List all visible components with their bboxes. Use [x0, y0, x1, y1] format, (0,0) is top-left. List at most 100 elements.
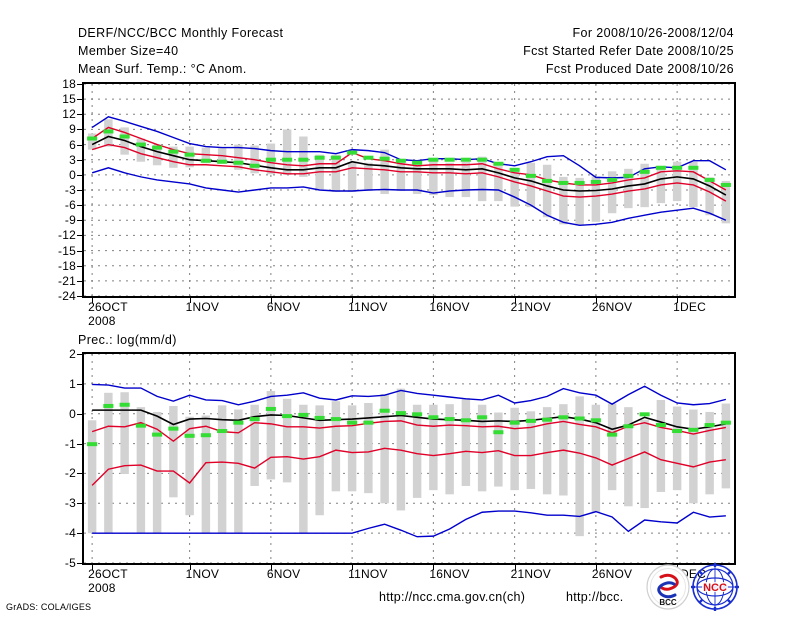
y-axis-tick-label: 6: [69, 137, 76, 152]
plot-area: [82, 352, 736, 565]
x-axis-tick-label: 26OCT: [88, 300, 128, 314]
plot-area: [82, 82, 736, 298]
x-axis-year-label: 2008: [88, 314, 116, 328]
y-axis-tick: [77, 220, 82, 222]
y-axis-tick-label: 15: [62, 92, 76, 107]
y-axis-tick-label: -15: [58, 243, 76, 258]
x-axis-tick: [352, 298, 354, 303]
x-axis-tick-label: 16NOV: [429, 300, 470, 314]
bcc-logo: BCC: [645, 564, 691, 610]
series-upper-percentile: [92, 383, 727, 406]
y-axis-tick: [77, 443, 82, 445]
y-axis-tick-label: -5: [64, 556, 76, 570]
y-axis-tick: [77, 383, 82, 385]
gridlines: [84, 354, 734, 563]
x-axis-tick-label: 26OCT: [88, 567, 128, 581]
series-ensemble-mean: [92, 409, 727, 431]
y-axis-tick: [77, 144, 82, 146]
y-axis-tick: [77, 114, 82, 116]
chart-title: Prec.: log(mm/d): [78, 333, 177, 347]
y-axis-tick: [77, 250, 82, 252]
y-axis-tick: [77, 533, 82, 535]
y-axis-tick: [77, 190, 82, 191]
bcc-logo-label: BCC: [659, 598, 677, 607]
y-axis-tick-label: 3: [69, 152, 76, 167]
x-axis-tick-label: 11NOV: [348, 300, 388, 314]
x-axis-tick-label: 6NOV: [266, 300, 301, 314]
grads-credit: GrADS: COLA/IGES: [6, 602, 92, 612]
y-axis-tick-label: -9: [64, 213, 76, 228]
plot-canvas: [84, 354, 734, 563]
x-axis-tick: [595, 298, 597, 303]
x-axis-tick: [352, 565, 354, 570]
y-axis-tick-label: -21: [58, 273, 76, 288]
x-axis-tick: [595, 565, 597, 570]
y-axis-tick-label: -18: [58, 258, 76, 273]
y-axis-tick: [77, 205, 82, 207]
bcc-url[interactable]: http://bcc.: [566, 590, 624, 604]
x-axis-tick: [270, 298, 272, 303]
header-refer-date: Fcst Started Refer Date 2008/10/25: [523, 44, 734, 58]
plot-canvas: [84, 84, 734, 296]
x-axis-tick-label: 1NOV: [185, 567, 220, 581]
y-axis-tick: [77, 84, 82, 85]
header-produced-date: Fcst Produced Date 2008/10/26: [545, 62, 734, 76]
header-member-size: Member Size=40: [78, 44, 179, 58]
y-axis-tick: [77, 354, 82, 355]
y-axis-tick-label: 18: [62, 77, 76, 91]
y-axis-tick: [77, 473, 82, 475]
series-upper-quartile: [91, 420, 727, 443]
y-axis-tick: [77, 503, 82, 505]
y-axis-tick-label: 1: [69, 376, 76, 391]
series-lower-quartile: [91, 143, 727, 202]
x-axis-year-label: 2008: [88, 581, 116, 595]
ncc-logo-label: NCC: [703, 582, 727, 594]
ncc-logo: NCC: [690, 562, 740, 612]
header-variable-label: Mean Surf. Temp.: °C Anom.: [78, 62, 247, 76]
x-axis-tick-label: 21NOV: [510, 567, 551, 581]
range-bars: [87, 388, 731, 537]
x-axis-tick-label: 26NOV: [591, 567, 633, 581]
y-axis-tick: [77, 99, 82, 101]
x-axis-tick: [92, 298, 94, 303]
y-axis-tick: [77, 413, 82, 415]
y-axis-tick: [77, 265, 82, 267]
y-axis-tick: [77, 159, 82, 161]
x-axis-tick-label: 1DEC: [673, 300, 706, 314]
y-axis-tick-label: 12: [62, 107, 76, 122]
x-axis-tick: [433, 565, 435, 570]
y-axis-tick: [77, 280, 82, 282]
x-axis-tick: [189, 298, 191, 303]
x-axis-tick-label: 26NOV: [591, 300, 633, 314]
y-axis-tick-label: -1: [64, 436, 76, 451]
header-forecast-range: For 2008/10/26-2008/12/04: [572, 26, 734, 40]
x-axis-tick: [677, 298, 679, 303]
y-axis-tick-label: -12: [58, 228, 76, 243]
series-upper-percentile: [91, 116, 727, 179]
header-title-line1: DERF/NCC/BCC Monthly Forecast: [78, 26, 284, 40]
x-axis-tick: [189, 565, 191, 570]
x-axis-tick-label: 21NOV: [510, 300, 551, 314]
y-axis-tick-label: 0: [69, 406, 76, 421]
y-axis-tick-label: 9: [69, 122, 76, 137]
y-axis-tick: [77, 174, 82, 176]
y-axis-tick: [77, 296, 82, 297]
ncc-url[interactable]: http://ncc.cma.gov.cn(ch): [379, 590, 526, 604]
x-axis-tick-label: 1NOV: [185, 300, 220, 314]
x-axis-tick: [514, 298, 516, 303]
series-ensemble-mean: [91, 135, 727, 196]
x-axis-tick: [270, 565, 272, 570]
y-axis-tick: [77, 235, 82, 237]
x-axis-tick-label: 6NOV: [266, 567, 301, 581]
y-axis-tick-label: -4: [64, 526, 76, 541]
series-upper-quartile: [91, 126, 727, 191]
x-axis-tick: [92, 565, 94, 570]
y-axis-tick-label: -24: [58, 289, 76, 303]
x-axis-tick: [433, 298, 435, 303]
series-observed-median: [87, 129, 731, 187]
y-axis-tick: [77, 129, 82, 131]
series-lower-percentile: [92, 510, 726, 538]
series-observed-median: [87, 402, 731, 447]
